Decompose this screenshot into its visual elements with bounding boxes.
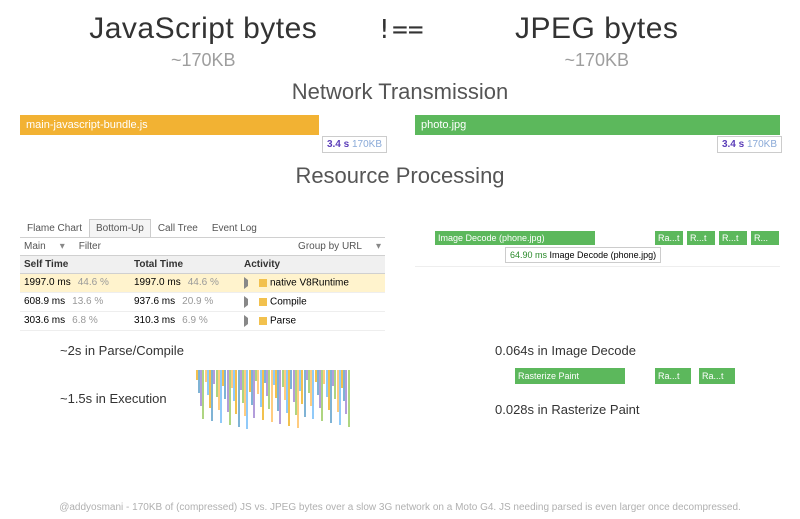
js-bar: main-javascript-bundle.js: [20, 115, 319, 135]
col-self: Self Time: [20, 256, 130, 273]
small-bar: Ra...t: [699, 368, 735, 384]
note-parse: ~2s in Parse/Compile: [60, 343, 385, 358]
tooltip-text: Image Decode (phone.jpg): [550, 250, 657, 260]
small-bar: Ra...t: [655, 368, 691, 384]
jpg-badge: 3.4 s 170KB: [717, 136, 782, 153]
note-raster: 0.028s in Rasterize Paint: [495, 402, 780, 417]
small-bar: Ra...t: [655, 231, 683, 245]
chevron-down-icon: ▾: [56, 240, 69, 253]
js-badge-size: 170KB: [352, 139, 382, 150]
js-badge: 3.4 s 170KB: [322, 136, 387, 153]
header: JavaScript bytes ~170KB !== JPEG bytes ~…: [0, 0, 800, 71]
raster-bar: Rasterize Paint: [515, 368, 625, 384]
filter-group: Group by URL: [294, 240, 366, 253]
devtools-tabs: Flame ChartBottom-UpCall TreeEvent Log: [20, 219, 385, 238]
chevron-down-icon: ▾: [372, 240, 385, 253]
notes-row: ~2s in Parse/Compile ~1.5s in Execution …: [0, 331, 800, 430]
jpeg-title: JPEG bytes: [433, 12, 760, 46]
small-bar: R...: [751, 231, 779, 245]
small-bar: R...t: [719, 231, 747, 245]
filter-label: Filter: [75, 240, 105, 253]
col-activity: Activity: [240, 256, 385, 273]
devtools-panel: Flame ChartBottom-UpCall TreeEvent Log M…: [20, 219, 385, 331]
flame-chart: [196, 370, 356, 430]
image-decode-tooltip: 64.90 ms Image Decode (phone.jpg): [505, 247, 661, 263]
image-decode-panel: Image Decode (phone.jpg) Ra...t R...t R...…: [415, 219, 780, 331]
not-equal: !==: [367, 15, 434, 45]
raster-row: Rasterize Paint Ra...t Ra...t: [415, 368, 780, 388]
jpeg-size: ~170KB: [433, 50, 760, 71]
tooltip-time: 64.90 ms: [510, 250, 547, 260]
js-title: JavaScript bytes: [40, 12, 367, 46]
processing-row: Flame ChartBottom-UpCall TreeEvent Log M…: [0, 219, 800, 331]
jpeg-header: JPEG bytes ~170KB: [433, 12, 760, 71]
network-jpg-col: photo.jpg 3.4 s 170KB: [415, 115, 780, 135]
table-row: 608.9 ms13.6 %937.6 ms20.9 %Compile: [20, 293, 385, 312]
small-bar: R...t: [687, 231, 715, 245]
devtools-tab[interactable]: Event Log: [205, 219, 264, 237]
jpg-bar: photo.jpg: [415, 115, 780, 135]
devtools-filter: Main ▾ Filter Group by URL ▾: [20, 238, 385, 256]
devtools-tab[interactable]: Flame Chart: [20, 219, 89, 237]
devtools-table-header: Self Time Total Time Activity: [20, 256, 385, 274]
js-size: ~170KB: [40, 50, 367, 71]
network-row: main-javascript-bundle.js 3.4 s 170KB ph…: [0, 115, 800, 135]
note-decode: 0.064s in Image Decode: [495, 343, 780, 358]
devtools-rows: 1997.0 ms44.6 %1997.0 ms44.6 %native V8R…: [20, 274, 385, 331]
img-notes: 0.064s in Image Decode Rasterize Paint R…: [415, 331, 780, 430]
section-network: Network Transmission: [0, 79, 800, 105]
col-total: Total Time: [130, 256, 240, 273]
jpg-time: 3.4 s: [722, 139, 744, 150]
footer-credit: @addyosmani - 170KB of (compressed) JS v…: [0, 502, 800, 513]
devtools-tab[interactable]: Bottom-Up: [89, 219, 151, 237]
filter-main: Main: [20, 240, 50, 253]
js-header: JavaScript bytes ~170KB: [40, 12, 367, 71]
js-time: 3.4 s: [327, 139, 349, 150]
image-decode-bar: Image Decode (phone.jpg): [435, 231, 595, 245]
devtools-tab[interactable]: Call Tree: [151, 219, 205, 237]
jpg-badge-size: 170KB: [747, 139, 777, 150]
table-row: 1997.0 ms44.6 %1997.0 ms44.6 %native V8R…: [20, 274, 385, 293]
image-decode-row: Image Decode (phone.jpg) Ra...t R...t R...…: [415, 231, 780, 267]
section-processing: Resource Processing: [0, 163, 800, 189]
network-js-col: main-javascript-bundle.js 3.4 s 170KB: [20, 115, 385, 135]
note-exec: ~1.5s in Execution: [60, 391, 167, 406]
js-notes: ~2s in Parse/Compile ~1.5s in Execution: [20, 331, 385, 430]
table-row: 303.6 ms6.8 %310.3 ms6.9 %Parse: [20, 312, 385, 331]
